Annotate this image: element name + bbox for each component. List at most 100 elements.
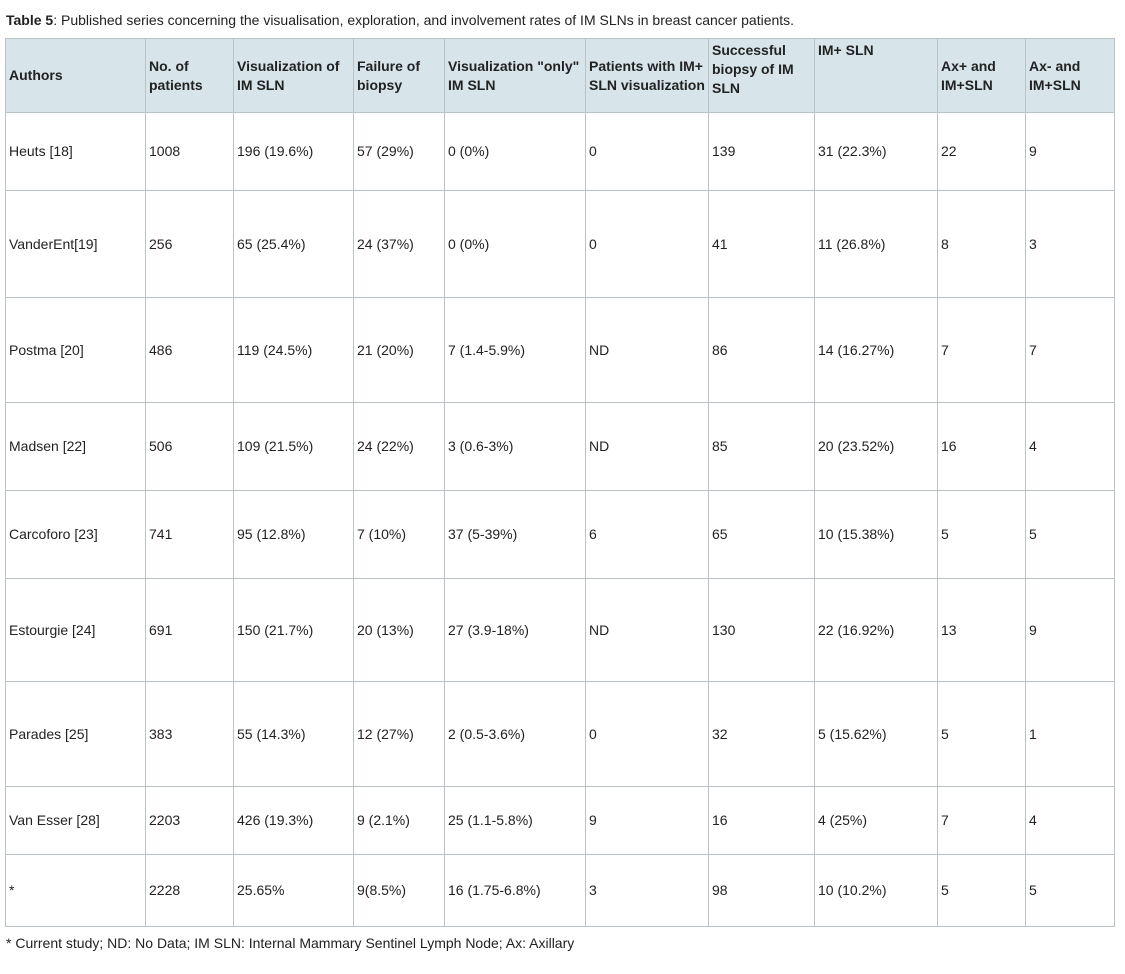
table-cell: 130 [708, 578, 815, 682]
header-failure: Failure of biopsy [353, 38, 445, 113]
table-cell: 98 [708, 854, 815, 927]
table-cell: 25 (1.1-5.8%) [444, 786, 586, 855]
header-visualization: Visualization of IM SLN [233, 38, 354, 113]
table-cell: 1008 [145, 112, 234, 191]
table-cell: 426 (19.3%) [233, 786, 354, 855]
table-cell: * [5, 854, 146, 927]
table-cell: 139 [708, 112, 815, 191]
table-cell: 2228 [145, 854, 234, 927]
table-cell: 9 [585, 786, 709, 855]
table-cell: 31 (22.3%) [814, 112, 938, 191]
table-cell: Van Esser [28] [5, 786, 146, 855]
table-cell: 0 (0%) [444, 112, 586, 191]
table-cell: 8 [937, 190, 1026, 298]
table-cell: 14 (16.27%) [814, 297, 938, 403]
table-cell: 27 (3.9-18%) [444, 578, 586, 682]
table-row: VanderEnt[19] 256 65 (25.4%) 24 (37%) 0 (0%)… [5, 190, 1115, 298]
table-cell: 4 (25%) [814, 786, 938, 855]
table-cell: 256 [145, 190, 234, 298]
table-cell: 65 [708, 490, 815, 579]
table-cell: 10 (15.38%) [814, 490, 938, 579]
table-cell: 150 (21.7%) [233, 578, 354, 682]
header-ax-neg: Ax- and IM+SLN [1025, 38, 1115, 113]
table-cell: Carcoforo [23] [5, 490, 146, 579]
table-cell: 5 [1025, 490, 1115, 579]
table-cell: 57 (29%) [353, 112, 445, 191]
table-cell: Parades [25] [5, 681, 146, 787]
table-cell: 65 (25.4%) [233, 190, 354, 298]
table-row: Van Esser [28] 2203 426 (19.3%) 9 (2.1%) 25 … [5, 786, 1115, 855]
table-cell: Heuts [18] [5, 112, 146, 191]
table-cell: ND [585, 402, 709, 491]
table-cell: 25.65% [233, 854, 354, 927]
table-cell: 24 (37%) [353, 190, 445, 298]
table-cell: 2203 [145, 786, 234, 855]
table-row: * 2228 25.65% 9(8.5%) 16 (1.75-6.8%) 3 98 10 (1… [5, 854, 1115, 927]
table-cell: 22 [937, 112, 1026, 191]
table-cell: 0 [585, 681, 709, 787]
table-cell: 5 [937, 854, 1026, 927]
table-cell: 20 (13%) [353, 578, 445, 682]
table-cell: ND [585, 578, 709, 682]
table-cell: 691 [145, 578, 234, 682]
table-cell: 9 [1025, 578, 1115, 682]
table-cell: 16 [937, 402, 1026, 491]
header-authors: Authors [5, 38, 146, 113]
results-table: Authors No. of patients Visualization of… [5, 38, 1115, 927]
header-row: Authors No. of patients Visualization of… [5, 38, 1115, 113]
table-cell: 3 [1025, 190, 1115, 298]
table-row: Postma [20] 486 119 (24.5%) 21 (20%) 7 (1.4-… [5, 297, 1115, 403]
table-cell: 5 (15.62%) [814, 681, 938, 787]
table-cell: 7 (10%) [353, 490, 445, 579]
table-cell: 7 (1.4-5.9%) [444, 297, 586, 403]
table-cell: 5 [937, 681, 1026, 787]
table-cell: Postma [20] [5, 297, 146, 403]
table-cell: 4 [1025, 402, 1115, 491]
table-cell: 0 [585, 112, 709, 191]
table-cell: 21 (20%) [353, 297, 445, 403]
table-caption: Table 5: Published series concerning the… [6, 11, 794, 29]
header-ax-pos: Ax+ and IM+SLN [937, 38, 1026, 113]
table-cell: 86 [708, 297, 815, 403]
table-cell: 3 [585, 854, 709, 927]
table-cell: 22 (16.92%) [814, 578, 938, 682]
table-row: Parades [25] 383 55 (14.3%) 12 (27%) 2 (0.5-… [5, 681, 1115, 787]
table-cell: 741 [145, 490, 234, 579]
table-cell: 4 [1025, 786, 1115, 855]
table-body: Heuts [18] 1008 196 (19.6%) 57 (29%) 0 (0%) 0… [5, 112, 1115, 927]
caption-text: : Published series concerning the visual… [53, 12, 795, 28]
table-cell: 41 [708, 190, 815, 298]
table-cell: 12 (27%) [353, 681, 445, 787]
table-cell: 383 [145, 681, 234, 787]
table-cell: 6 [585, 490, 709, 579]
table-cell: 1 [1025, 681, 1115, 787]
table-cell: 37 (5-39%) [444, 490, 586, 579]
table-cell: 0 [585, 190, 709, 298]
table-cell: 55 (14.3%) [233, 681, 354, 787]
table-cell: 7 [937, 786, 1026, 855]
table-cell: 486 [145, 297, 234, 403]
header-successful-biopsy: Successful biopsy of IM SLN [708, 38, 815, 113]
table-cell: 7 [1025, 297, 1115, 403]
table-cell: 5 [937, 490, 1026, 579]
header-im-sln: IM+ SLN [814, 38, 938, 113]
table-cell: 10 (10.2%) [814, 854, 938, 927]
table-cell: 20 (23.52%) [814, 402, 938, 491]
table-cell: 16 [708, 786, 815, 855]
table-cell: 2 (0.5-3.6%) [444, 681, 586, 787]
table-cell: 16 (1.75-6.8%) [444, 854, 586, 927]
table-footnote: * Current study; ND: No Data; IM SLN: In… [6, 935, 575, 951]
table-cell: 9 [1025, 112, 1115, 191]
table-cell: 85 [708, 402, 815, 491]
table-cell: 0 (0%) [444, 190, 586, 298]
table-cell: 119 (24.5%) [233, 297, 354, 403]
table-cell: ND [585, 297, 709, 403]
header-visualization-only: Visualization "only" IM SLN [444, 38, 586, 113]
table-cell: 5 [1025, 854, 1115, 927]
header-im-visualization: Patients with IM+ SLN visualization [585, 38, 709, 113]
table-cell: 11 (26.8%) [814, 190, 938, 298]
table-row: Madsen [22] 506 109 (21.5%) 24 (22%) 3 (0.6-… [5, 402, 1115, 491]
table-cell: 9 (2.1%) [353, 786, 445, 855]
table-cell: 24 (22%) [353, 402, 445, 491]
header-patients: No. of patients [145, 38, 234, 113]
